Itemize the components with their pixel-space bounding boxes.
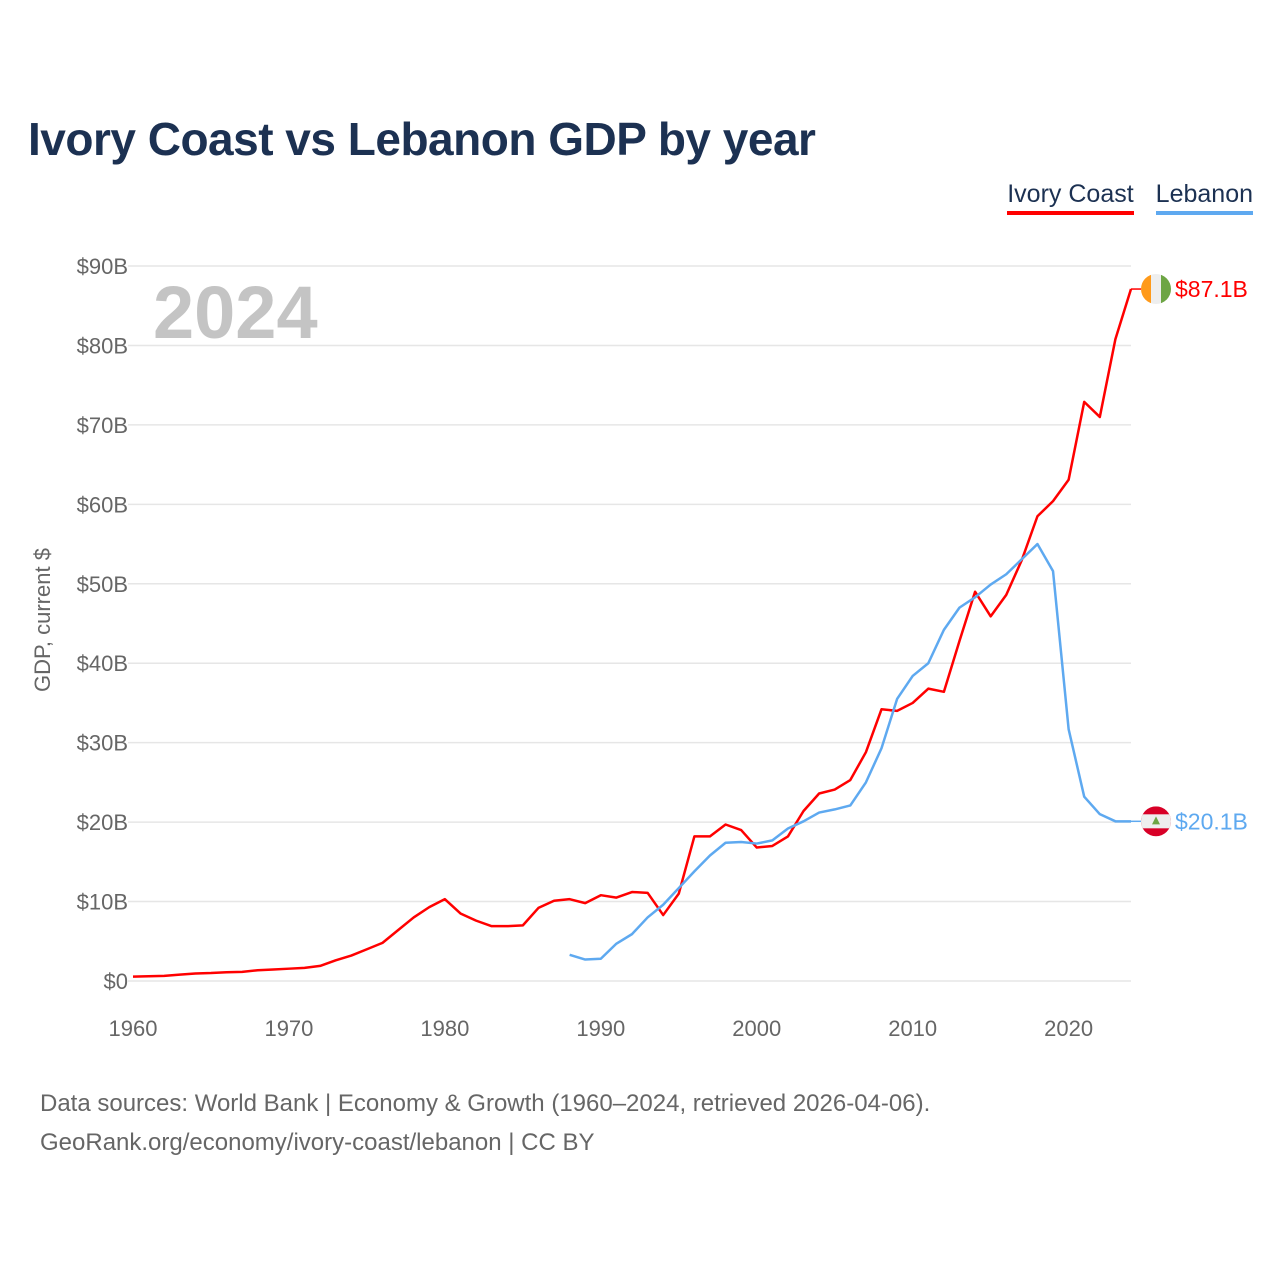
chart-title: Ivory Coast vs Lebanon GDP by year bbox=[28, 113, 816, 165]
y-tick-label: $80B bbox=[77, 333, 128, 358]
lebanon-flag-icon bbox=[1141, 806, 1171, 837]
y-tick-label: $60B bbox=[77, 492, 128, 517]
footer: Data sources: World Bank | Economy & Gro… bbox=[40, 1084, 930, 1162]
series-line-ivory-coast[interactable] bbox=[132, 288, 1133, 978]
end-value-label: $87.1B bbox=[1175, 276, 1248, 302]
end-value-label: $20.1B bbox=[1175, 808, 1248, 834]
y-tick-label: $0 bbox=[104, 969, 128, 994]
legend-ivory-coast[interactable]: Ivory Coast bbox=[1007, 180, 1134, 215]
y-tick-label: $20B bbox=[77, 810, 128, 835]
y-tick-label: $50B bbox=[77, 572, 128, 597]
y-tick-label: $10B bbox=[77, 890, 128, 915]
y-tick-label: $30B bbox=[77, 731, 128, 756]
year-watermark: 2024 bbox=[153, 271, 318, 354]
ivory-coast-flag-icon bbox=[1141, 274, 1171, 305]
legend-lebanon[interactable]: Lebanon bbox=[1155, 180, 1253, 215]
x-tick-label: 1990 bbox=[576, 1016, 625, 1041]
x-tick-label: 1980 bbox=[420, 1016, 469, 1041]
x-tick-label: 2010 bbox=[888, 1016, 937, 1041]
series-line-lebanon[interactable] bbox=[569, 542, 1131, 961]
x-tick-label: 2020 bbox=[1044, 1016, 1093, 1041]
y-tick-label: $40B bbox=[77, 651, 128, 676]
x-tick-label: 2000 bbox=[732, 1016, 781, 1041]
y-tick-label: $70B bbox=[77, 413, 128, 438]
x-tick-label: 1960 bbox=[109, 1016, 158, 1041]
source-link[interactable]: GeoRank.org/economy/ivory-coast/lebanon … bbox=[40, 1129, 595, 1156]
y-axis-label: GDP, current $ bbox=[30, 548, 55, 692]
source-text: Data sources: World Bank | Economy & Gro… bbox=[40, 1090, 931, 1117]
legend: Ivory Coast Lebanon bbox=[1007, 180, 1253, 215]
y-tick-label: $90B bbox=[77, 254, 128, 279]
x-tick-label: 1970 bbox=[264, 1016, 313, 1041]
